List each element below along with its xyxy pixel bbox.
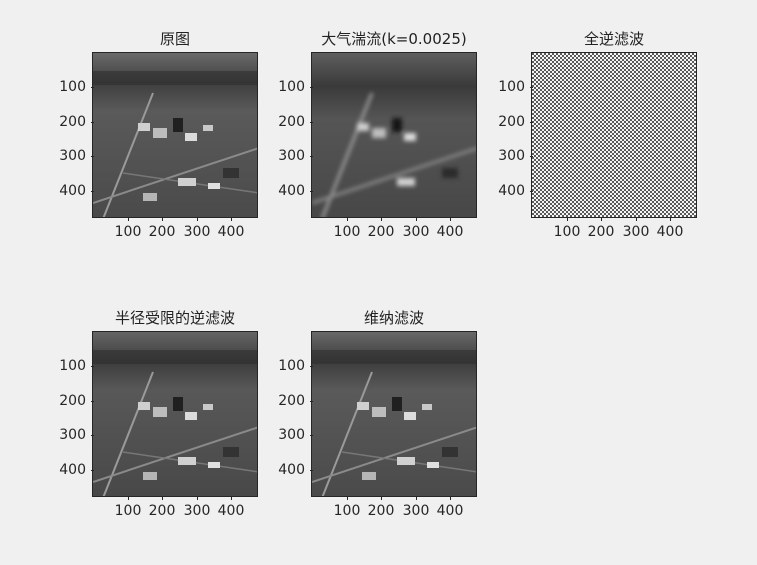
xtick-label: 300 — [177, 497, 217, 519]
xtick-label: 400 — [650, 218, 690, 240]
ytick-label: 200 — [46, 114, 94, 130]
ytick-label: 200 — [265, 393, 313, 409]
ytick-label: 300 — [46, 427, 94, 443]
xtick-label: 200 — [142, 218, 182, 240]
ytick-label: 200 — [46, 393, 94, 409]
xtick-label: 200 — [361, 497, 401, 519]
xtick-label: 400 — [211, 497, 251, 519]
ytick-label: 400 — [46, 462, 94, 478]
ytick-label: 100 — [485, 79, 533, 95]
image-turbulence — [311, 52, 477, 218]
ytick-label: 300 — [265, 148, 313, 164]
ytick-label: 300 — [46, 148, 94, 164]
xtick-label: 200 — [142, 497, 182, 519]
xtick-label: 100 — [327, 497, 367, 519]
xtick-label: 400 — [430, 218, 470, 240]
xtick-label: 300 — [396, 218, 436, 240]
axes-turbulence: 大气湍流(k=0.0025) — [278, 30, 477, 240]
axes-title: 全逆滤波 — [583, 30, 644, 48]
ytick-label: 200 — [485, 114, 533, 130]
xtick-label: 300 — [616, 218, 656, 240]
axes-title: 大气湍流(k=0.0025) — [321, 30, 467, 48]
xtick-label: 100 — [327, 218, 367, 240]
ytick-label: 400 — [265, 183, 313, 199]
image-radius-limited — [92, 331, 258, 497]
xtick-label: 400 — [430, 497, 470, 519]
ytick-label: 300 — [485, 148, 533, 164]
ytick-label: 100 — [265, 358, 313, 374]
axes-title: 半径受限的逆滤波 — [114, 309, 235, 327]
xtick-label: 400 — [211, 218, 251, 240]
axes-original: 原图 — [59, 30, 258, 240]
ytick-label: 400 — [485, 183, 533, 199]
axes-title: 维纳滤波 — [363, 309, 424, 327]
xtick-label: 200 — [361, 218, 401, 240]
image-full-inverse — [531, 52, 697, 218]
image-original — [92, 52, 258, 218]
ytick-label: 400 — [46, 183, 94, 199]
ytick-label: 100 — [265, 79, 313, 95]
axes-full-inverse: 全逆滤波 100 200 300 400 100 200 300 400 — [498, 30, 697, 240]
axes-wiener: 维纳滤波 — [278, 309, 477, 519]
axes-radius-limited: 半径受限的逆滤波 — [59, 309, 258, 519]
axes-title: 原图 — [159, 30, 190, 48]
ytick-label: 400 — [265, 462, 313, 478]
xtick-label: 100 — [108, 497, 148, 519]
ytick-label: 200 — [265, 114, 313, 130]
ytick-label: 100 — [46, 358, 94, 374]
xtick-label: 300 — [177, 218, 217, 240]
xtick-label: 100 — [547, 218, 587, 240]
image-wiener — [311, 331, 477, 497]
xtick-label: 300 — [396, 497, 436, 519]
xtick-label: 200 — [581, 218, 621, 240]
xtick-label: 100 — [108, 218, 148, 240]
ytick-label: 300 — [265, 427, 313, 443]
ytick-label: 100 — [46, 79, 94, 95]
